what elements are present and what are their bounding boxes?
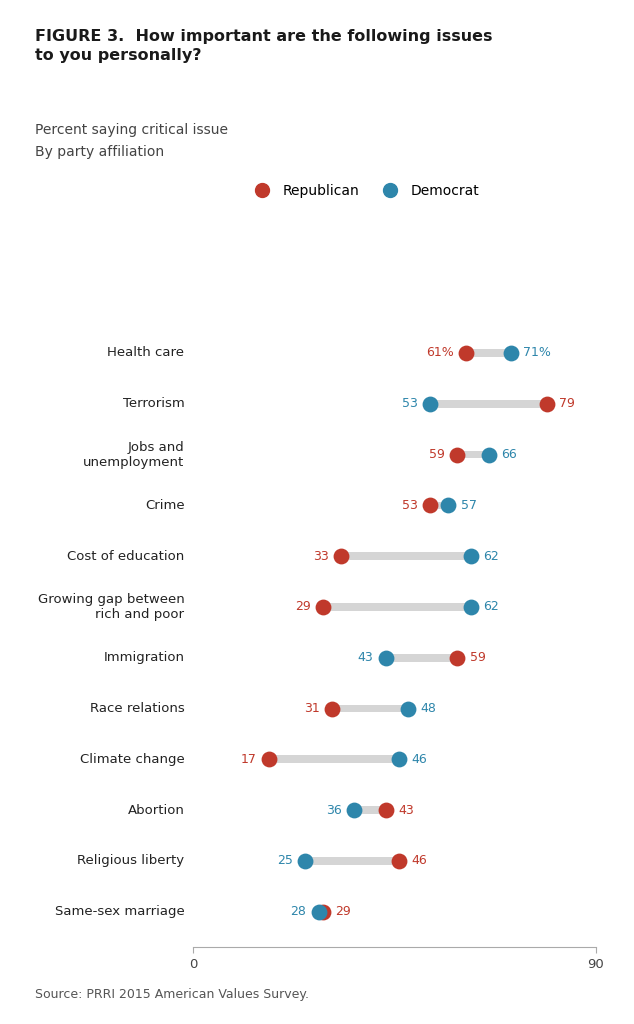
Text: 33: 33 [313, 550, 328, 562]
Text: 43: 43 [398, 804, 414, 816]
Text: 36: 36 [326, 804, 342, 816]
Text: Race relations: Race relations [89, 702, 184, 715]
Text: Source: PRRI 2015 American Values Survey.: Source: PRRI 2015 American Values Survey… [35, 988, 309, 1001]
Text: 57: 57 [461, 499, 477, 512]
Text: 29: 29 [295, 600, 311, 613]
Point [327, 700, 337, 717]
Bar [341, 552, 470, 560]
Bar [332, 705, 408, 713]
Bar [385, 654, 457, 662]
Text: Percent saying critical issue: Percent saying critical issue [35, 123, 228, 137]
Point [461, 345, 471, 361]
Text: Climate change: Climate change [80, 753, 184, 766]
Point [394, 853, 404, 869]
Bar [430, 400, 547, 408]
Text: 79: 79 [559, 397, 575, 411]
Point [380, 649, 391, 666]
Text: Terrorism: Terrorism [122, 397, 184, 411]
Bar [269, 756, 399, 763]
Text: Growing gap between
rich and poor: Growing gap between rich and poor [37, 593, 184, 621]
Text: Same-sex marriage: Same-sex marriage [55, 905, 184, 919]
Text: 53: 53 [402, 499, 418, 512]
Point [314, 903, 324, 920]
Point [300, 853, 310, 869]
Text: 46: 46 [411, 854, 427, 867]
Text: 71%: 71% [524, 346, 552, 359]
Point [425, 395, 436, 412]
Bar [457, 451, 489, 459]
Text: 61%: 61% [426, 346, 454, 359]
Text: 25: 25 [277, 854, 293, 867]
Text: 43: 43 [358, 651, 373, 665]
Text: Religious liberty: Religious liberty [77, 854, 184, 867]
Text: 46: 46 [411, 753, 427, 766]
Bar [319, 908, 323, 915]
Point [465, 548, 476, 564]
Text: By party affiliation: By party affiliation [35, 145, 164, 160]
Text: 53: 53 [402, 397, 418, 411]
Point [380, 802, 391, 818]
Point [484, 446, 494, 463]
Text: Crime: Crime [145, 499, 184, 512]
Point [318, 903, 328, 920]
Text: 48: 48 [420, 702, 436, 715]
Text: 62: 62 [483, 600, 499, 613]
Text: Immigration: Immigration [103, 651, 184, 665]
Bar [305, 857, 399, 864]
Text: 62: 62 [483, 550, 499, 562]
Bar [466, 349, 511, 356]
Text: 29: 29 [335, 905, 351, 919]
Point [506, 345, 516, 361]
Point [452, 649, 462, 666]
Text: 28: 28 [290, 905, 306, 919]
Text: Abortion: Abortion [127, 804, 184, 816]
Point [336, 548, 346, 564]
Text: Health care: Health care [107, 346, 184, 359]
Point [425, 498, 436, 514]
Point [541, 395, 552, 412]
Text: 31: 31 [304, 702, 320, 715]
Text: 17: 17 [241, 753, 257, 766]
Text: 59: 59 [429, 449, 445, 461]
Point [443, 498, 453, 514]
Bar [430, 502, 448, 509]
Bar [323, 603, 470, 610]
Point [349, 802, 359, 818]
Text: FIGURE 3.  How important are the following issues
to you personally?: FIGURE 3. How important are the followin… [35, 29, 493, 63]
Point [318, 599, 328, 615]
Point [403, 700, 413, 717]
Point [465, 599, 476, 615]
Text: Cost of education: Cost of education [67, 550, 184, 562]
Point [264, 751, 275, 767]
Text: 59: 59 [470, 651, 486, 665]
Bar [354, 806, 385, 814]
Text: Jobs and
unemployment: Jobs and unemployment [83, 440, 184, 469]
Legend: Republican, Democrat: Republican, Democrat [248, 184, 479, 198]
Point [452, 446, 462, 463]
Point [394, 751, 404, 767]
Text: 66: 66 [501, 449, 517, 461]
